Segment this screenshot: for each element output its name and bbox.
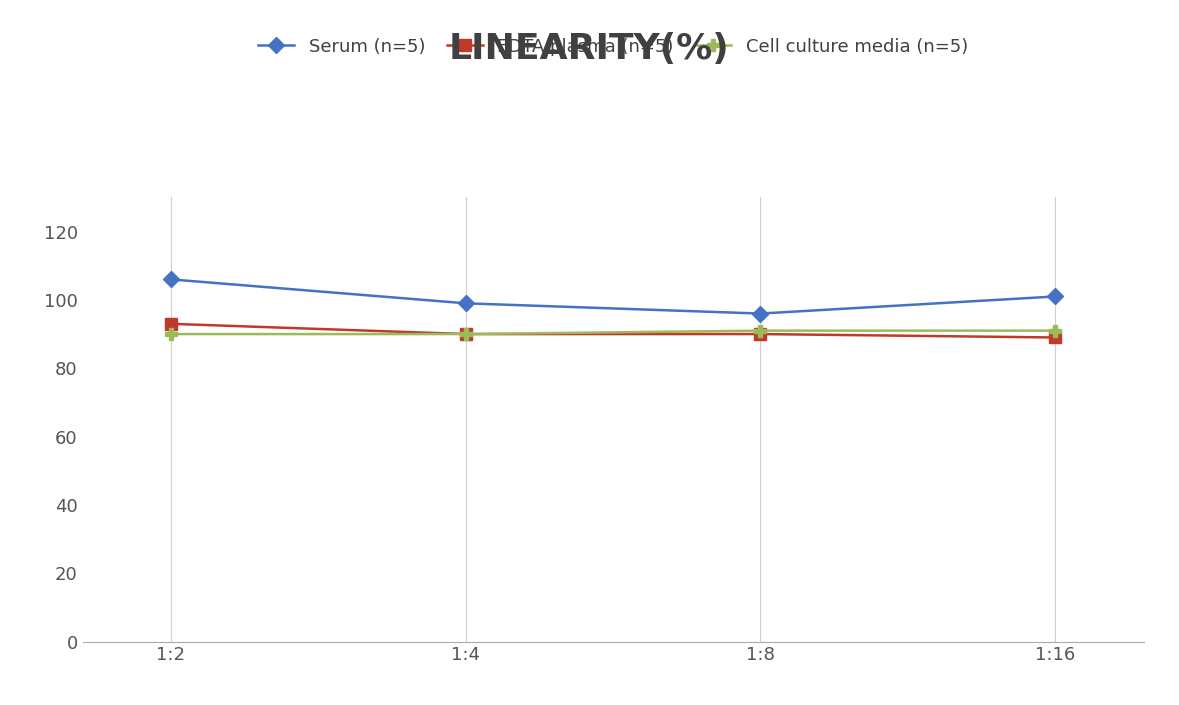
Line: EDTA plasma (n=5): EDTA plasma (n=5) — [165, 318, 1061, 343]
Serum (n=5) — [459, 299, 473, 307]
Serum (n=5) — [164, 275, 178, 283]
Serum (n=5) — [753, 309, 768, 318]
Line: Serum (n=5): Serum (n=5) — [165, 274, 1061, 319]
EDTA plasma (n=5) — [1048, 333, 1062, 342]
Cell culture media (n=5) — [459, 330, 473, 338]
EDTA plasma (n=5) — [459, 330, 473, 338]
Line: Cell culture media (n=5): Cell culture media (n=5) — [165, 324, 1061, 341]
EDTA plasma (n=5) — [753, 330, 768, 338]
Cell culture media (n=5) — [1048, 326, 1062, 335]
Serum (n=5) — [1048, 293, 1062, 301]
Cell culture media (n=5) — [164, 330, 178, 338]
EDTA plasma (n=5) — [164, 319, 178, 328]
Cell culture media (n=5) — [753, 326, 768, 335]
Text: LINEARITY(%): LINEARITY(%) — [449, 32, 730, 66]
Legend: Serum (n=5), EDTA plasma (n=5), Cell culture media (n=5): Serum (n=5), EDTA plasma (n=5), Cell cul… — [258, 37, 968, 56]
